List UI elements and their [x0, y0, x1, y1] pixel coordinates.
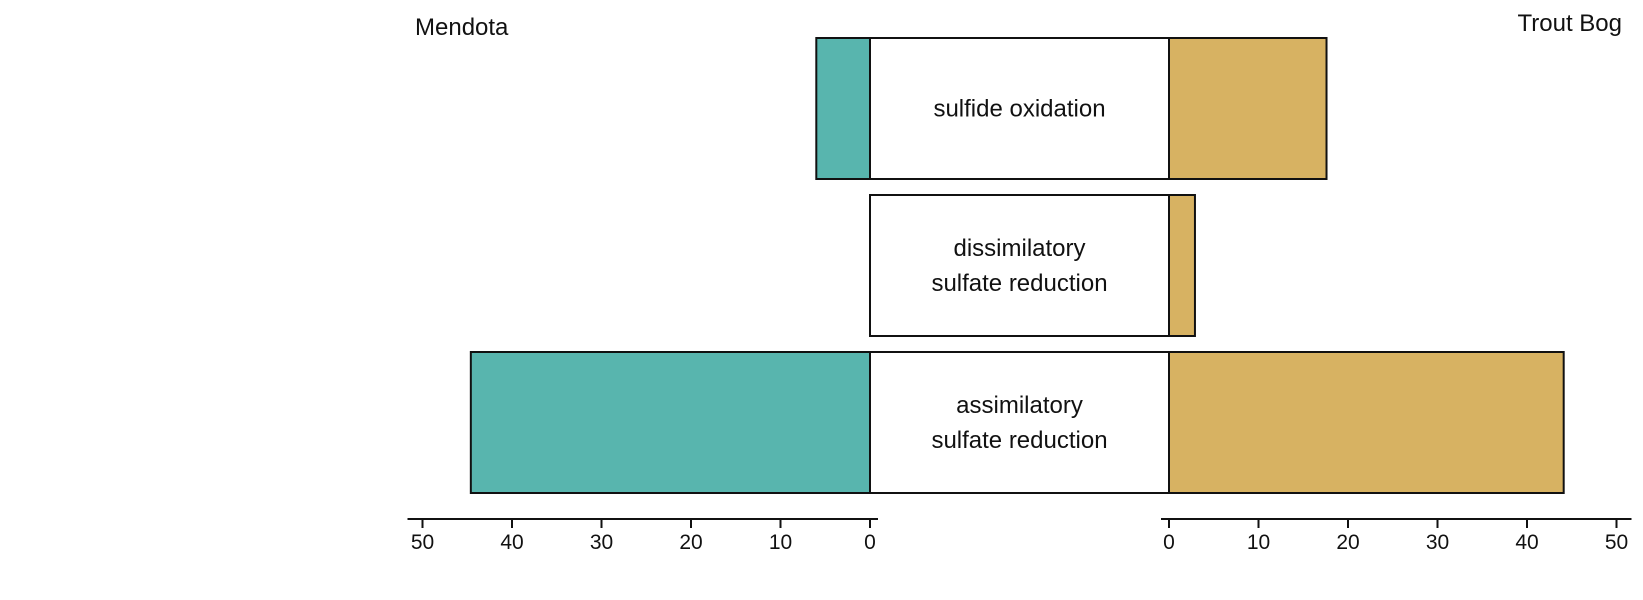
tick-label-right-10: 10 — [1247, 531, 1270, 554]
bar-mendota-assimilatory-sulfate-reduction — [469, 351, 871, 494]
category-label-assimilatory-sulfate-reduction-line-1: assimilatory — [956, 392, 1083, 419]
category-label-assimilatory-sulfate-reduction-line-2: sulfate reduction — [931, 427, 1107, 454]
series-title-trout-bog: Trout Bog — [1518, 10, 1623, 37]
category-label-dissimilatory-sulfate-reduction-line-2: sulfate reduction — [931, 270, 1107, 297]
category-label-dissimilatory-sulfate-reduction-line-1: dissimilatory — [953, 235, 1085, 262]
bar-trout-bog-sulfide-oxidation — [1168, 37, 1328, 180]
tick-label-right-20: 20 — [1336, 531, 1359, 554]
tick-label-right-0: 0 — [1163, 531, 1175, 554]
tick-label-left-40: 40 — [500, 531, 523, 554]
category-box-dissimilatory-sulfate-reduction — [869, 194, 1170, 337]
tick-label-right-50: 50 — [1605, 531, 1628, 554]
tick-label-left-30: 30 — [590, 531, 613, 554]
category-labels-layer: sulfide oxidation dissimilatory sulfate re… — [869, 37, 1170, 494]
tick-label-left-50: 50 — [411, 531, 434, 554]
category-box-sulfide-oxidation — [869, 37, 1170, 180]
bars-layer — [469, 37, 1565, 494]
category-label-sulfide-oxidation-line-1: sulfide oxidation — [933, 96, 1105, 123]
tick-label-left-20: 20 — [679, 531, 702, 554]
series-title-mendota: Mendota — [415, 14, 509, 41]
tick-label-right-40: 40 — [1515, 531, 1538, 554]
category-box-assimilatory-sulfate-reduction — [869, 351, 1170, 494]
axes-layer: 0 0 10 10 20 20 30 30 40 40 50 50 — [407, 518, 1632, 554]
bar-trout-bog-dissimilatory-sulfate-reduction — [1168, 194, 1196, 337]
bar-mendota-sulfide-oxidation — [815, 37, 871, 180]
tick-label-left-0: 0 — [864, 531, 876, 554]
tick-label-right-30: 30 — [1426, 531, 1449, 554]
bar-trout-bog-assimilatory-sulfate-reduction — [1168, 351, 1565, 494]
tick-label-left-10: 10 — [769, 531, 792, 554]
